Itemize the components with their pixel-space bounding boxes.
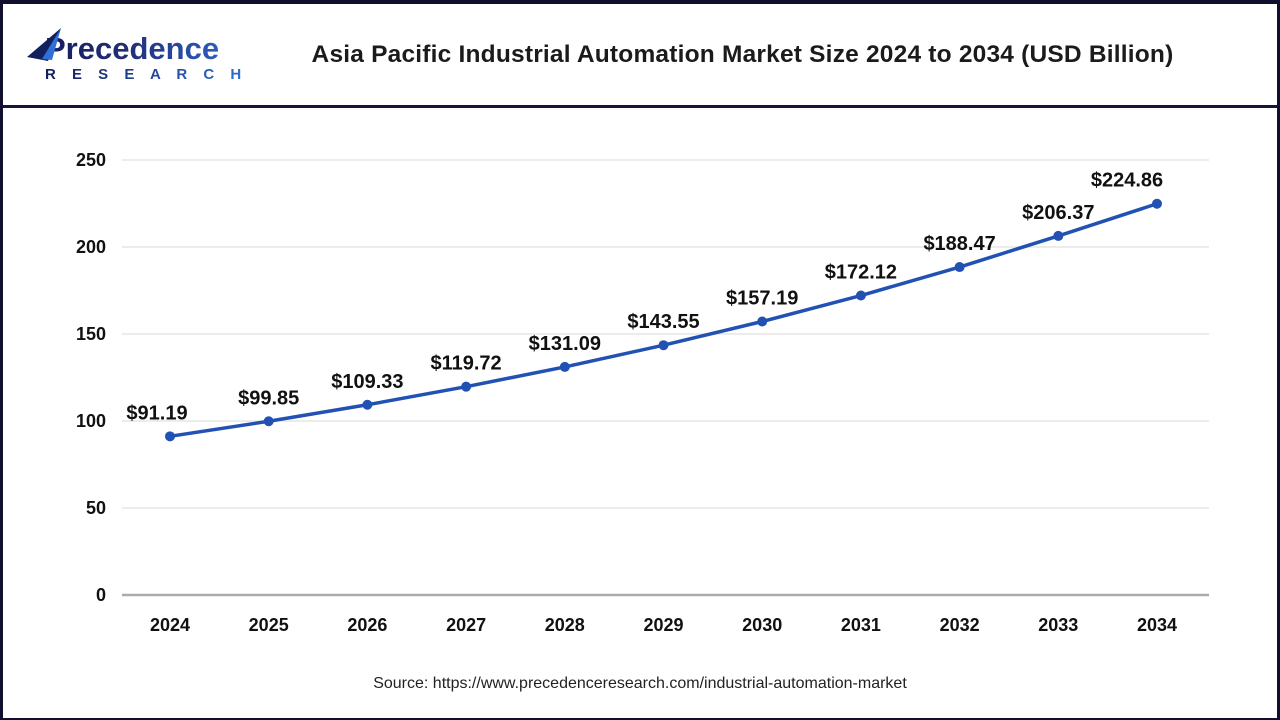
y-tick-label: 100: [76, 411, 106, 431]
y-tick-label: 0: [96, 585, 106, 605]
data-label: $131.09: [529, 333, 601, 355]
data-point: [1053, 230, 1064, 241]
chart-title: Asia Pacific Industrial Automation Marke…: [311, 40, 1174, 68]
data-point: [461, 381, 472, 392]
y-tick-label: 250: [76, 150, 106, 170]
data-point: [362, 399, 373, 410]
logo-flag-icon: [27, 28, 61, 61]
data-label: $109.33: [331, 371, 403, 393]
data-label: $99.85: [238, 387, 299, 409]
data-label: $143.55: [627, 311, 699, 333]
line-chart: 0 50 100 150 200 250 $91.19 $99.85 $109.33 $119.7…: [76, 150, 1209, 635]
data-point: [855, 290, 866, 301]
logo-subtitle: R E S E A R C H: [45, 67, 254, 82]
precedence-research-logo: Precedence R E S E A R C H: [27, 27, 254, 82]
x-tick-label: 2030: [742, 615, 782, 635]
data-point: [165, 431, 175, 442]
logo-name: Precedence: [45, 33, 254, 64]
x-tick-label: 2032: [940, 615, 980, 635]
data-point: [658, 340, 669, 351]
data-point: [757, 316, 768, 327]
data-label: $119.72: [430, 353, 501, 375]
y-tick-label: 150: [76, 324, 106, 344]
x-tick-label: 2026: [347, 615, 387, 635]
y-tick-label: 200: [76, 237, 106, 257]
chart-area: 0 50 100 150 200 250 $91.19 $99.85 $109.33 $119.7…: [3, 108, 1277, 715]
header: Precedence R E S E A R C H Asia Pacific …: [3, 4, 1277, 108]
x-tick-label: 2029: [643, 615, 683, 635]
x-tick-label: 2027: [446, 615, 486, 635]
x-tick-label: 2025: [249, 615, 289, 635]
source-text: Source: https://www.precedenceresearch.c…: [373, 675, 907, 692]
data-point: [559, 361, 570, 372]
data-label: $224.86: [1091, 170, 1163, 192]
data-point: [954, 262, 965, 273]
x-tick-label: 2031: [841, 615, 881, 635]
logo-text: Precedence R E S E A R C H: [29, 33, 254, 82]
y-tick-label: 50: [86, 498, 106, 518]
data-label: $172.12: [825, 262, 897, 284]
data-label: $206.37: [1022, 202, 1094, 224]
data-label: $188.47: [923, 233, 995, 255]
data-label: $91.19: [126, 402, 187, 424]
data-point: [1152, 198, 1162, 209]
data-label: $157.19: [726, 287, 798, 309]
x-tick-label: 2028: [545, 615, 585, 635]
x-tick-label: 2034: [1137, 615, 1177, 635]
x-tick-label: 2024: [150, 615, 190, 635]
data-point: [263, 416, 274, 427]
x-tick-label: 2033: [1038, 615, 1078, 635]
